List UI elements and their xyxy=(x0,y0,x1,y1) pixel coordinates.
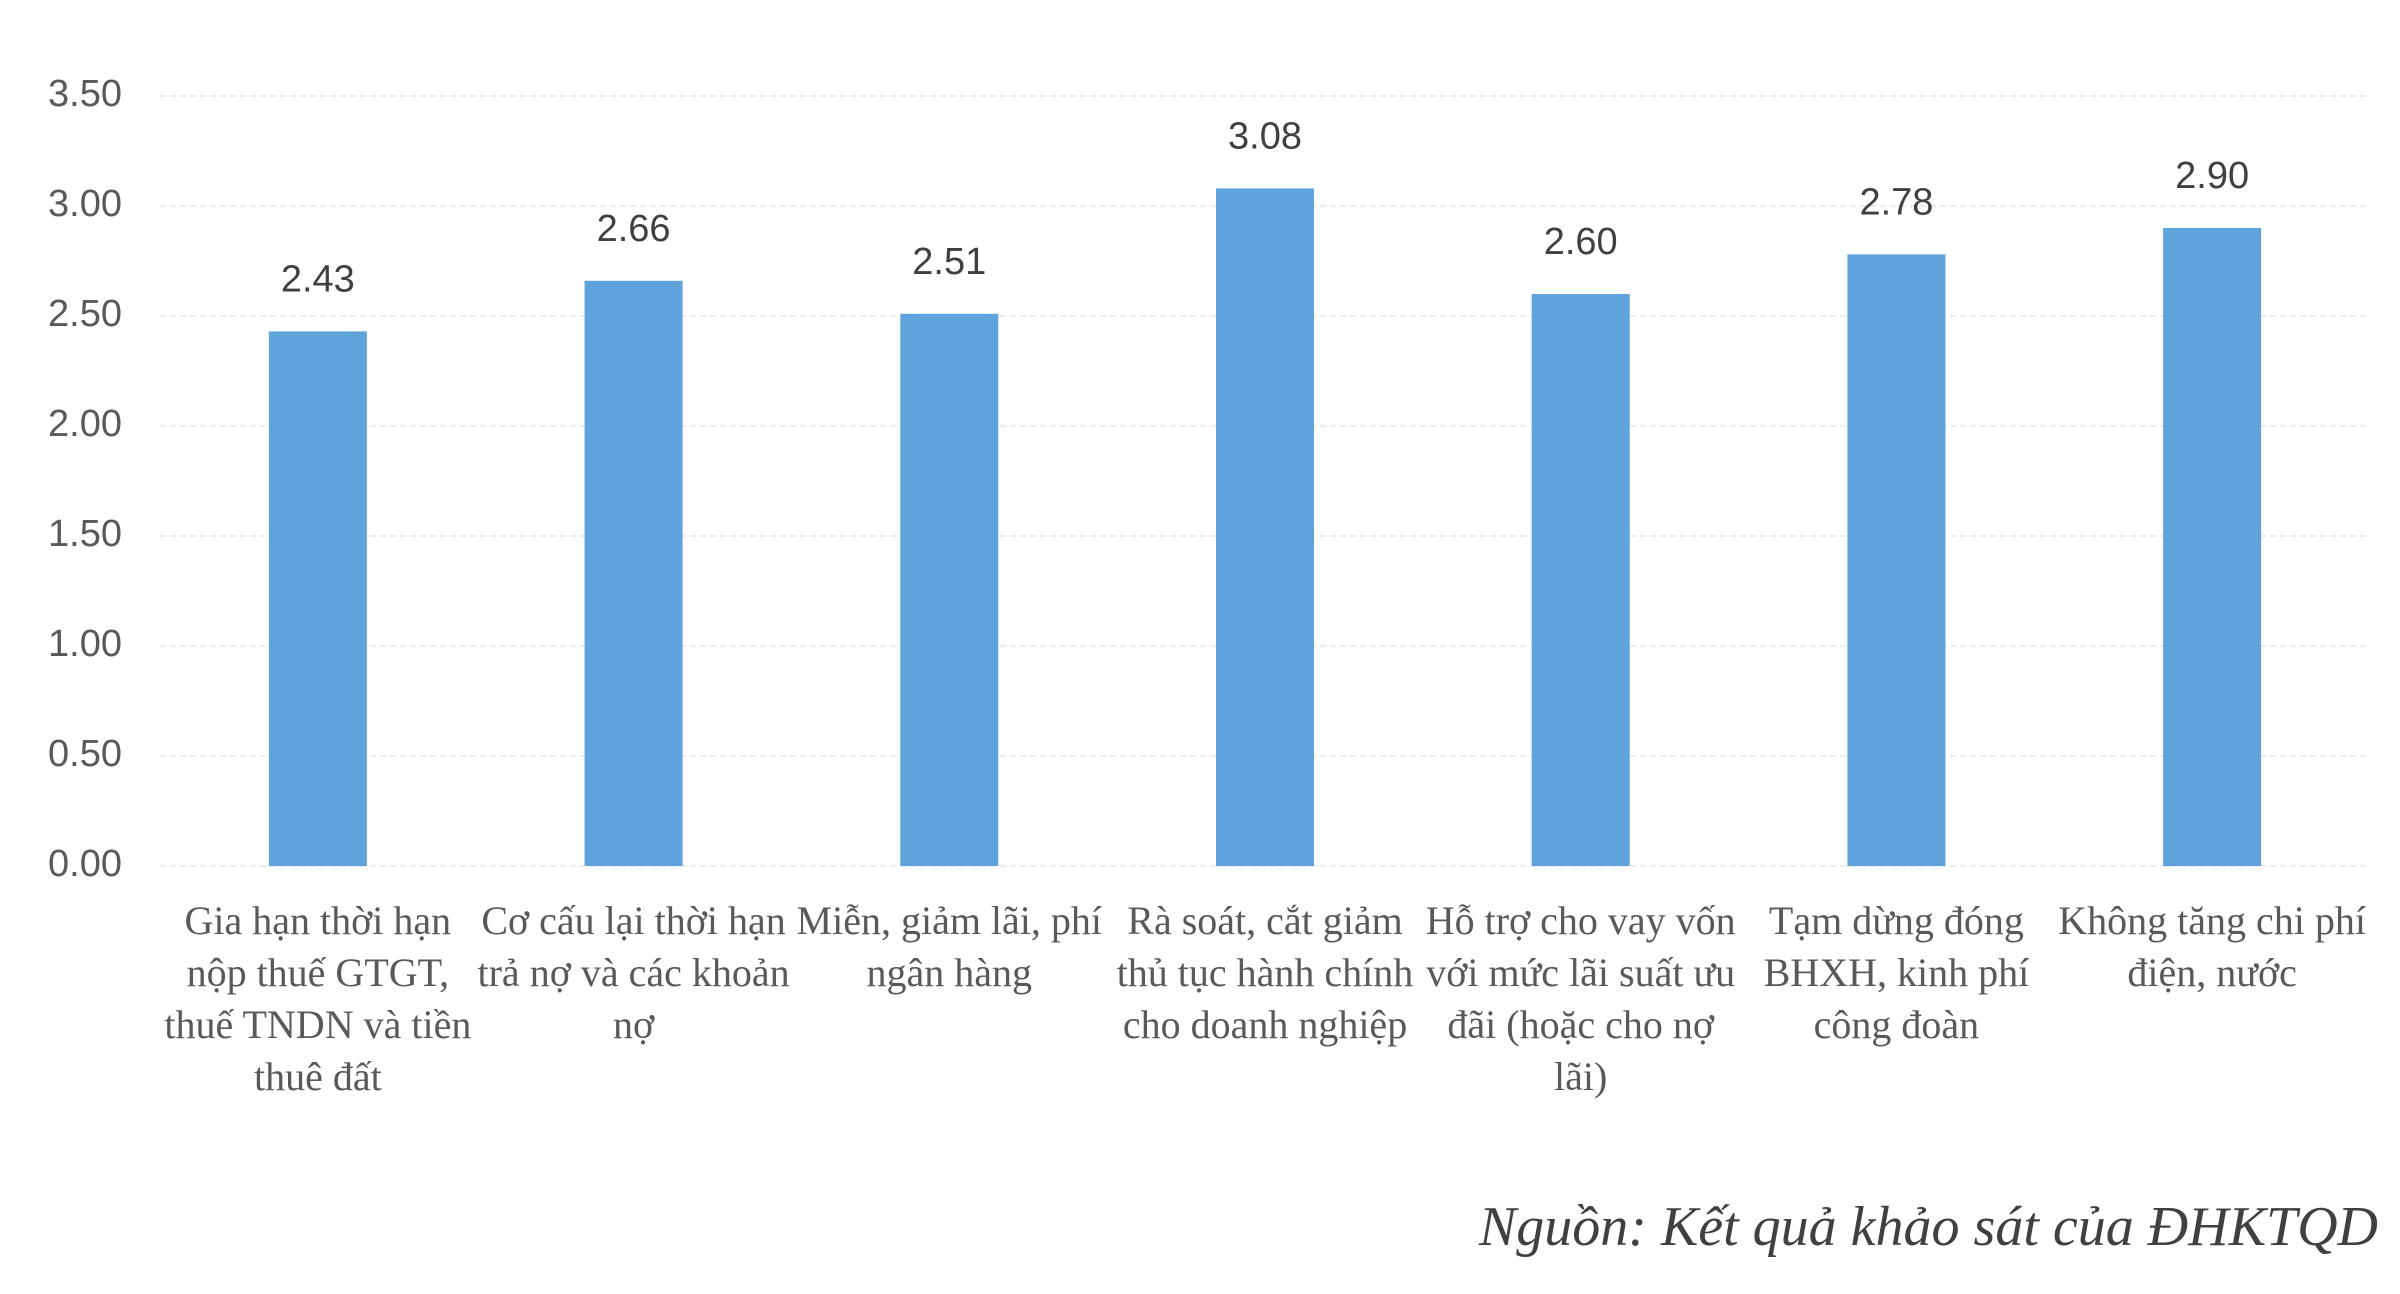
value-label: 2.90 xyxy=(2175,155,2249,197)
x-tick-label: Không tăng chi phí điện, nước xyxy=(2058,898,2366,995)
y-tick-label: 2.00 xyxy=(48,403,122,445)
x-tick-label: Tạm dừng đóng BHXH, kinh phí công đoàn xyxy=(1763,898,2030,1047)
bar xyxy=(900,313,999,866)
y-tick-label: 1.00 xyxy=(48,623,122,665)
x-tick-label: Miễn, giảm lãi, phí ngân hàng xyxy=(796,898,1103,995)
bar xyxy=(268,331,367,866)
bar xyxy=(1847,254,1946,866)
value-label: 2.66 xyxy=(597,208,671,250)
x-tick-label: Rà soát, cắt giảm thủ tục hành chính cho… xyxy=(1116,898,1414,1047)
value-label: 2.51 xyxy=(912,241,986,283)
x-tick-label: Hỗ trợ cho vay vốn với mức lãi suất ưu đ… xyxy=(1425,898,1736,1099)
y-tick-label: 0.50 xyxy=(48,733,122,775)
bar xyxy=(1531,294,1630,866)
y-tick-label: 3.50 xyxy=(48,73,122,115)
bar xyxy=(584,280,683,866)
bar xyxy=(1216,188,1314,866)
y-tick-label: 0.00 xyxy=(48,843,122,885)
value-label: 3.08 xyxy=(1228,115,1302,157)
value-label: 2.43 xyxy=(281,258,355,300)
y-tick-label: 2.50 xyxy=(48,293,122,335)
source-note: Nguồn: Kết quả khảo sát của ĐHKTQD xyxy=(1478,1196,2378,1258)
x-tick-label: Cơ cấu lại thời hạn trả nợ và các khoản … xyxy=(477,898,790,1047)
y-tick-label: 3.00 xyxy=(48,183,122,225)
value-label: 2.60 xyxy=(1544,221,1618,263)
x-tick-label: Gia hạn thời hạn nộp thuế GTGT, thuế TND… xyxy=(164,898,472,1099)
bar xyxy=(2163,228,2262,866)
y-tick-label: 1.50 xyxy=(48,513,122,555)
value-label: 2.78 xyxy=(1859,181,1933,223)
